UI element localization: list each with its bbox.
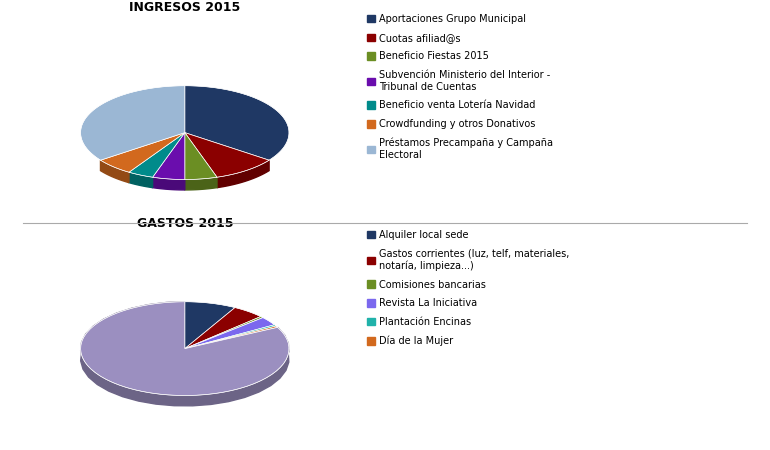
Polygon shape	[185, 177, 217, 190]
Polygon shape	[129, 172, 152, 188]
Title: INGRESOS 2015: INGRESOS 2015	[129, 1, 240, 14]
Polygon shape	[129, 133, 185, 177]
Polygon shape	[101, 160, 129, 183]
Title: GASTOS 2015: GASTOS 2015	[136, 217, 233, 230]
Polygon shape	[81, 86, 185, 160]
Legend: Aportaciones Grupo Municipal, Cuotas afiliad@s, Beneficio Fiestas 2015, Subvenci: Aportaciones Grupo Municipal, Cuotas afi…	[367, 14, 554, 160]
Polygon shape	[185, 307, 261, 349]
Polygon shape	[185, 318, 274, 349]
Polygon shape	[185, 326, 278, 349]
Polygon shape	[185, 133, 269, 177]
Polygon shape	[152, 177, 185, 190]
Polygon shape	[152, 133, 185, 180]
Polygon shape	[217, 160, 269, 188]
Polygon shape	[185, 325, 276, 349]
Polygon shape	[185, 302, 235, 349]
Polygon shape	[185, 316, 263, 349]
Polygon shape	[185, 86, 289, 160]
Polygon shape	[101, 133, 185, 172]
Polygon shape	[81, 302, 289, 396]
Polygon shape	[81, 302, 289, 406]
Legend: Alquiler local sede, Gastos corrientes (luz, telf, materiales,
notaría, limpieza: Alquiler local sede, Gastos corrientes (…	[367, 230, 570, 346]
Polygon shape	[185, 133, 217, 180]
